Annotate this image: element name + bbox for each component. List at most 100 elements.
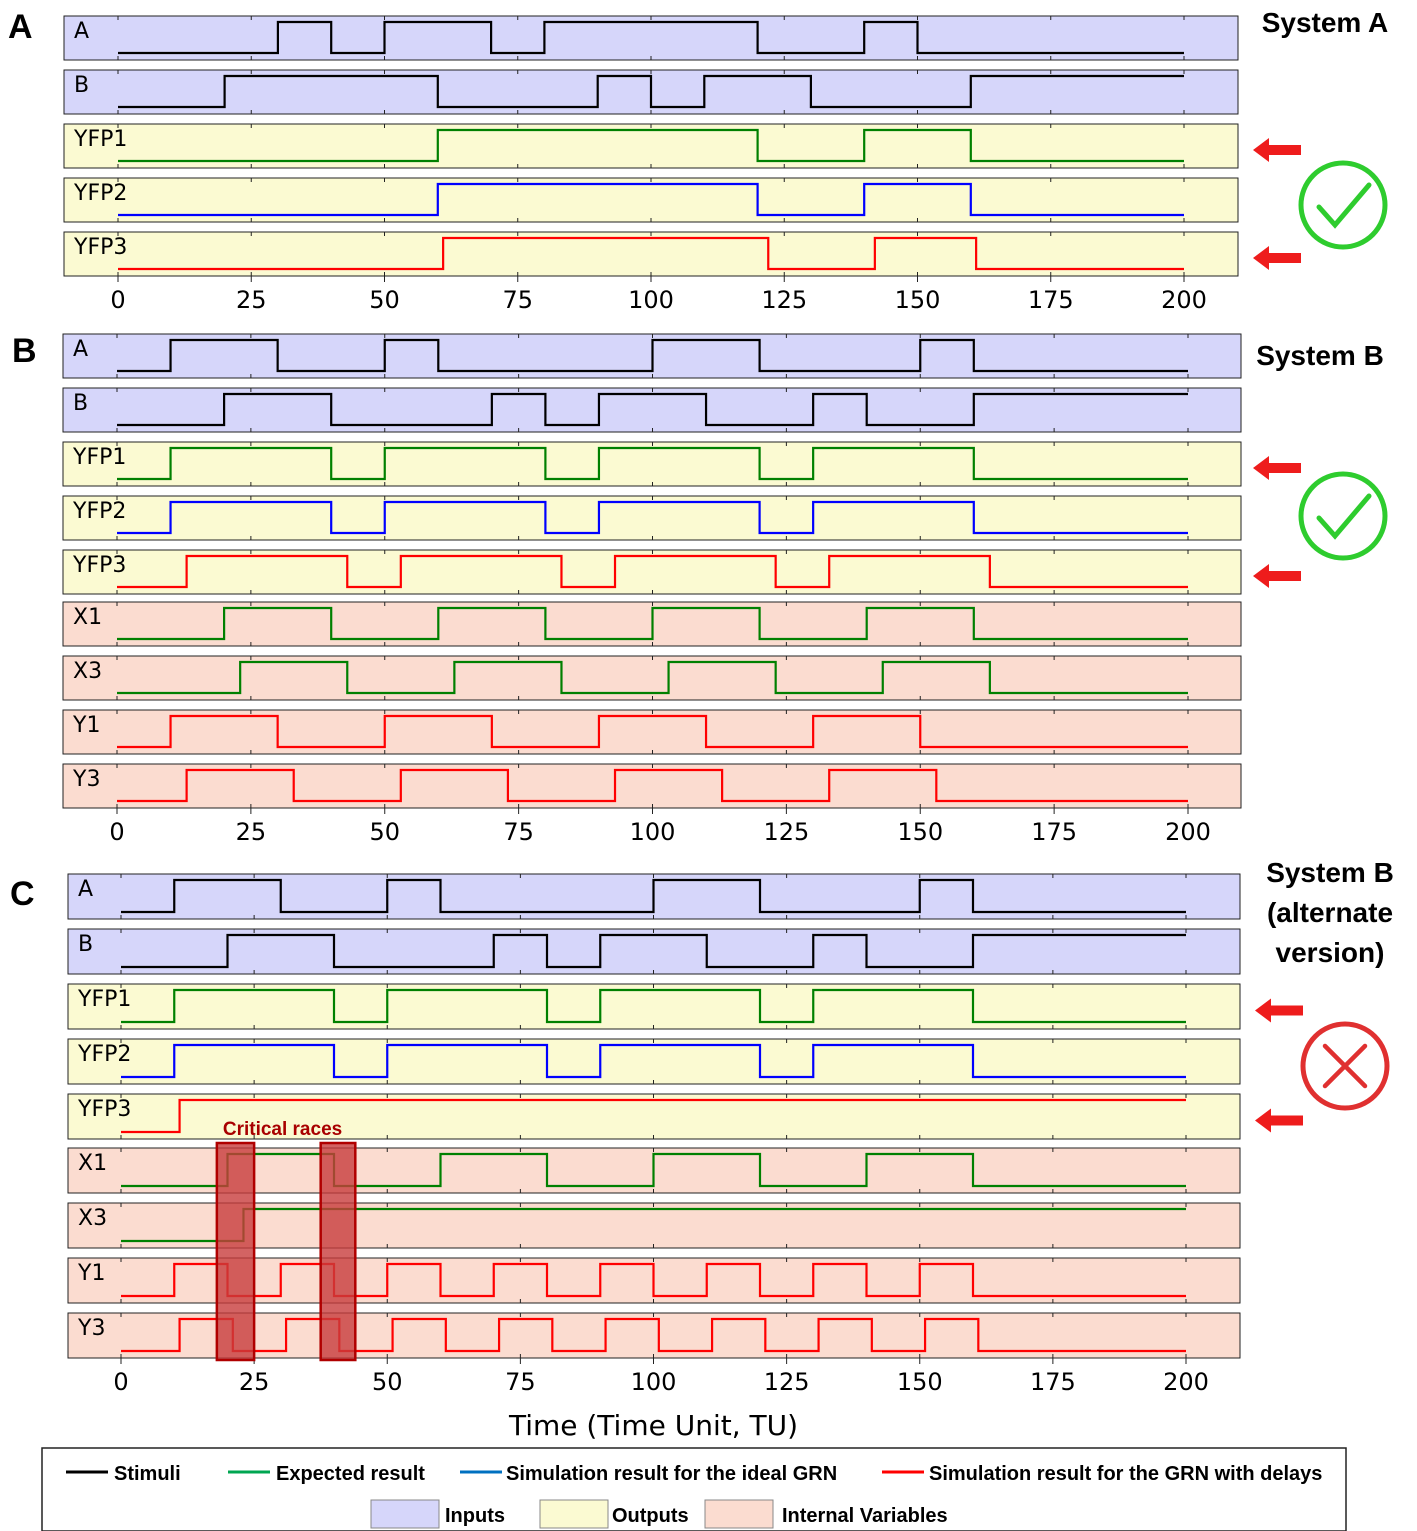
system-title: System B (alternate version) bbox=[1266, 857, 1394, 968]
check-circle-icon bbox=[1298, 471, 1388, 561]
legend-label: Expected result bbox=[276, 1463, 425, 1485]
row-label: YFP2 bbox=[72, 499, 126, 524]
row-yfp2: YFP2 bbox=[62, 495, 1242, 541]
row-yfp1: YFP1 bbox=[67, 983, 1303, 1030]
row-yfp2: YFP2 bbox=[67, 1038, 1241, 1085]
row-b: B bbox=[62, 387, 1242, 433]
legend-label: Internal Variables bbox=[782, 1505, 948, 1527]
x-tick-label: 200 bbox=[1161, 286, 1207, 314]
row-x1: X1 bbox=[67, 1147, 1241, 1194]
row-label: X3 bbox=[78, 1206, 107, 1231]
system-title-line: version) bbox=[1276, 937, 1385, 968]
system-title-line: (alternate bbox=[1267, 897, 1393, 928]
legend-label: Stimuli bbox=[114, 1463, 181, 1485]
panel-b: B System B A B YFP1 YFP2 YFP3 X1 X3 Y1 Y3 0 25 50 75 10… bbox=[12, 332, 1388, 846]
signal-wave-yfp1 bbox=[121, 988, 1186, 1024]
row-label: YFP1 bbox=[77, 987, 131, 1012]
signal-wave-x1 bbox=[117, 606, 1188, 641]
row-label: YFP2 bbox=[77, 1042, 131, 1067]
row-background-outputs bbox=[67, 1093, 1241, 1140]
x-tick-label: 150 bbox=[897, 1368, 943, 1396]
row-yfp1: YFP1 bbox=[63, 123, 1301, 169]
check-circle-icon bbox=[1298, 160, 1388, 250]
signal-wave-yfp2 bbox=[121, 1043, 1186, 1079]
row-label: Y1 bbox=[72, 713, 100, 738]
x-tick-label: 100 bbox=[630, 818, 676, 846]
signal-wave-yfp2 bbox=[117, 500, 1188, 535]
legend-swatch-inputs bbox=[370, 1499, 440, 1529]
row-yfp3: YFP3 bbox=[67, 1093, 1303, 1140]
x-tick-label: 25 bbox=[236, 818, 267, 846]
signal-wave-a bbox=[118, 20, 1184, 55]
row-a: A bbox=[62, 333, 1242, 379]
row-label: B bbox=[74, 73, 89, 98]
row-label: Y3 bbox=[72, 767, 100, 792]
row-label: X3 bbox=[73, 659, 102, 684]
legend-label: Simulation result for the ideal GRN bbox=[506, 1463, 837, 1485]
check-mark-icon bbox=[1316, 493, 1372, 540]
row-label: YFP1 bbox=[73, 127, 127, 152]
row-label: X1 bbox=[73, 605, 102, 630]
signal-wave-yfp3 bbox=[121, 1098, 1186, 1134]
row-yfp3: YFP3 bbox=[62, 549, 1301, 595]
x-tick-label: 0 bbox=[109, 818, 124, 846]
x-tick-label: 0 bbox=[113, 1368, 128, 1396]
legend-swatch-outputs bbox=[539, 1499, 609, 1529]
system-title: System A bbox=[1262, 7, 1389, 38]
check-mark-icon bbox=[1316, 182, 1372, 229]
red-arrow-icon bbox=[1255, 998, 1303, 1023]
x-tick-label: 175 bbox=[1030, 1368, 1076, 1396]
row-label: YFP3 bbox=[73, 235, 127, 260]
row-label: YFP2 bbox=[73, 181, 127, 206]
row-a: A bbox=[67, 873, 1241, 920]
system-title-line: System B bbox=[1266, 857, 1394, 888]
legend: Stimuli Expected result Simulation result … bbox=[41, 1447, 1347, 1531]
signal-wave-b bbox=[118, 74, 1184, 109]
x-tick-label: 50 bbox=[369, 818, 400, 846]
red-arrow-icon bbox=[1253, 456, 1301, 480]
panel-letter: A bbox=[8, 8, 33, 46]
signal-wave-b bbox=[121, 933, 1186, 969]
panel-letter: C bbox=[10, 875, 35, 913]
red-arrow-icon bbox=[1255, 1108, 1303, 1133]
critical-race-window bbox=[319, 1141, 357, 1362]
red-arrow-icon bbox=[1253, 564, 1301, 588]
signal-wave-y3 bbox=[117, 768, 1188, 803]
row-label: YFP3 bbox=[72, 553, 126, 578]
row-b: B bbox=[63, 69, 1239, 115]
x-tick-label: 200 bbox=[1163, 1368, 1209, 1396]
row-y1: Y1 bbox=[62, 709, 1242, 755]
row-label: B bbox=[73, 391, 88, 416]
legend-label: Inputs bbox=[445, 1505, 505, 1527]
row-label: B bbox=[78, 932, 93, 957]
row-label: YFP1 bbox=[72, 445, 126, 470]
x-tick-label: 125 bbox=[761, 286, 807, 314]
signal-wave-yfp2 bbox=[118, 182, 1184, 217]
row-b: B bbox=[67, 928, 1241, 975]
system-title: System B bbox=[1256, 340, 1384, 371]
signal-wave-a bbox=[121, 878, 1186, 914]
row-yfp1: YFP1 bbox=[62, 441, 1301, 487]
panel-letter: B bbox=[12, 332, 37, 370]
red-arrow-icon bbox=[1253, 246, 1301, 270]
row-a: A bbox=[63, 15, 1239, 61]
x-tick-label: 50 bbox=[369, 286, 400, 314]
system-title-line: System B bbox=[1256, 340, 1384, 371]
signal-wave-yfp1 bbox=[117, 446, 1188, 481]
x-tick-label: 175 bbox=[1031, 818, 1077, 846]
panel-a: A System A A B YFP1 YFP2 YFP3 0 25 50 75 100 125 150 1… bbox=[8, 7, 1388, 314]
x-tick-label: 175 bbox=[1028, 286, 1074, 314]
row-label: A bbox=[78, 877, 93, 902]
x-axis-label: Time (Time Unit, TU) bbox=[508, 1409, 798, 1442]
critical-races-label: Critical races bbox=[223, 1119, 342, 1140]
signal-wave-y1 bbox=[117, 714, 1188, 749]
row-x3: X3 bbox=[67, 1202, 1241, 1249]
signal-wave-b bbox=[117, 392, 1188, 427]
row-label: X1 bbox=[78, 1151, 107, 1176]
x-tick-label: 25 bbox=[239, 1368, 270, 1396]
legend-label: Simulation result for the GRN with delay… bbox=[929, 1463, 1322, 1485]
x-tick-label: 100 bbox=[631, 1368, 677, 1396]
signal-wave-yfp3 bbox=[117, 554, 1188, 589]
row-background-inputs bbox=[62, 387, 1242, 433]
